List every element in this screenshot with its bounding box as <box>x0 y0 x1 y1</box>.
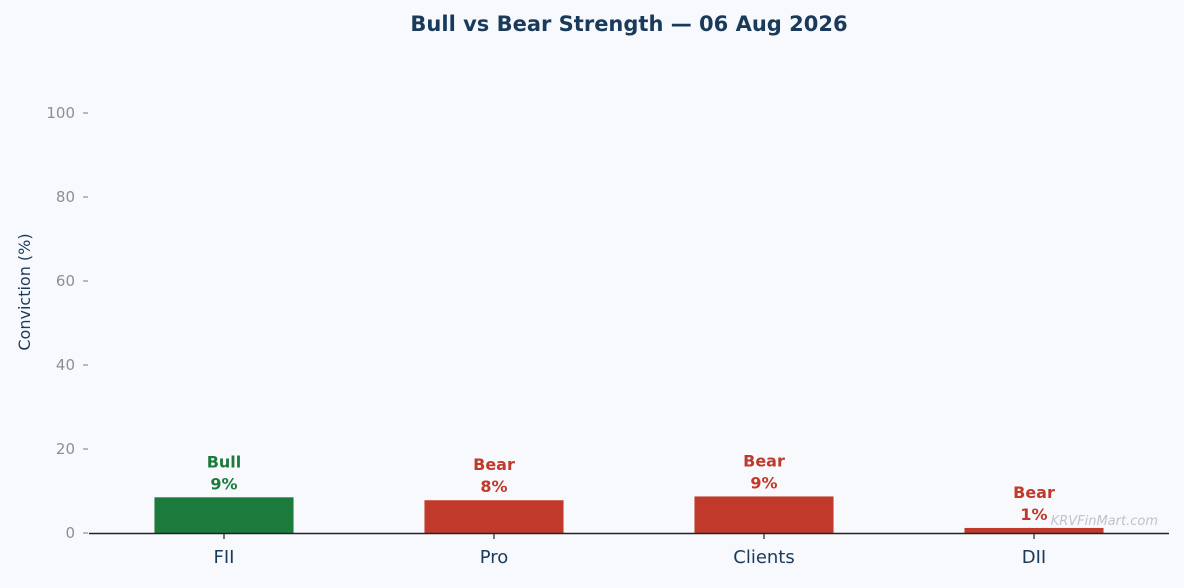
bar-clients <box>694 496 834 533</box>
y-axis-ticks: 0 20 40 60 80 100 <box>46 104 88 542</box>
x-axis-ticks: FII Pro Clients DII <box>214 533 1046 568</box>
bar-value-label: 9% <box>750 473 777 492</box>
bar-dii <box>964 527 1104 533</box>
y-tick-label: 20 <box>56 440 75 458</box>
bar-sentiment-label: Bear <box>1013 483 1055 502</box>
y-tick-label: 0 <box>65 524 75 542</box>
bar-sentiment-label: Bear <box>473 455 515 474</box>
bars-group <box>154 496 1104 533</box>
watermark-text: KRVFinMart.com <box>1051 514 1158 529</box>
bar-value-label: 1% <box>1020 505 1047 524</box>
y-tick-label: 40 <box>56 356 75 374</box>
x-tick-label-dii: DII <box>1022 547 1046 568</box>
y-tick-label: 60 <box>56 272 75 290</box>
y-tick-label: 80 <box>56 188 75 206</box>
bar-value-label: 9% <box>210 474 237 493</box>
bar-value-label: 8% <box>480 477 507 496</box>
bar-sentiment-label: Bull <box>207 452 242 471</box>
bar-labels-group: Bull 9% Bear 8% Bear 9% Bear 1% <box>207 451 1055 524</box>
bar-sentiment-label: Bear <box>743 451 785 470</box>
chart-title: Bull vs Bear Strength — 06 Aug 2026 <box>410 12 847 36</box>
x-tick-label-pro: Pro <box>480 547 509 568</box>
y-axis-label: Conviction (%) <box>15 233 34 350</box>
x-tick-label-fii: FII <box>214 547 235 568</box>
bar-pro <box>424 500 564 533</box>
y-tick-label: 100 <box>46 104 75 122</box>
bar-fii <box>154 497 294 533</box>
x-tick-label-clients: Clients <box>733 547 795 568</box>
